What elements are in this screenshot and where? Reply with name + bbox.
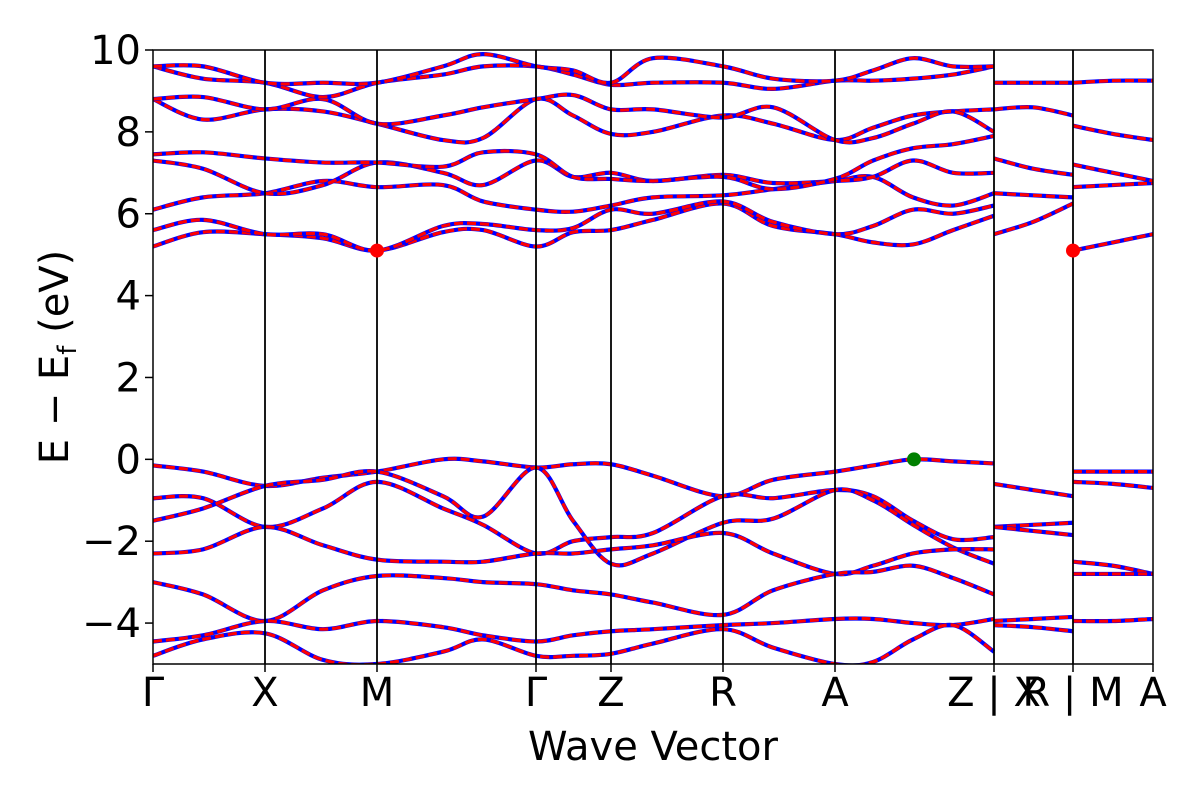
band-line-red-23	[993, 156, 1074, 177]
y-axis-title-sub: f	[53, 345, 83, 355]
y-tick-label-3: 2	[116, 355, 141, 401]
y-axis-title-main: E − E	[32, 355, 78, 465]
band-line-red-30	[1072, 617, 1153, 623]
band-line-red-5	[153, 616, 995, 644]
y-tick-label-6: 8	[116, 110, 141, 156]
band-line-red-33	[1072, 163, 1153, 183]
band-line-red-10	[153, 158, 995, 196]
band-line-red-19	[993, 615, 1074, 623]
y-tick-label-4: 4	[116, 274, 141, 320]
band-line-red-27	[1072, 480, 1153, 490]
extrema-markers	[370, 243, 1080, 467]
band-line-red-31	[1072, 232, 1153, 253]
y-axis-title: E − Ef (eV)	[32, 250, 83, 465]
high-symmetry-lines	[264, 50, 1074, 664]
band-line-red-8	[153, 199, 995, 253]
x-tick-label-8: R | M	[1022, 670, 1123, 716]
x-tick-label-9: A	[1139, 670, 1167, 716]
y-tick-label-1: −2	[82, 519, 141, 565]
band-line-red-22	[993, 191, 1074, 199]
y-tick-label-2: 0	[116, 437, 141, 483]
band-line-red-35	[1072, 78, 1153, 85]
band-line-red-13	[153, 93, 995, 144]
x-tick-label-4: Z	[597, 670, 624, 716]
band-line-red-6	[153, 623, 995, 664]
x-axis-ticks: Γ X M Γ Z R A Z | XR | M A	[142, 664, 1167, 716]
y-axis-ticks: −4 −2 0 2 4 6 8 10	[82, 28, 153, 647]
band-line-red-15	[153, 52, 995, 86]
band-line-red-34	[1072, 124, 1153, 142]
band-line-red-11	[153, 134, 995, 191]
band-line-red-18	[993, 525, 1074, 537]
band-line-red-7	[153, 201, 995, 253]
y-axis-title-unit: (eV)	[32, 250, 78, 346]
band-line-red-24	[993, 105, 1074, 118]
x-axis-title: Wave Vector	[528, 724, 779, 770]
band-line-red-20	[993, 623, 1074, 633]
x-tick-label-0: Γ	[142, 670, 165, 716]
y-tick-label-5: 6	[116, 192, 141, 238]
x-tick-label-6: A	[821, 670, 849, 716]
x-tick-label-5: R	[709, 670, 737, 716]
plot-background	[153, 50, 1153, 664]
band-line-red-12	[153, 96, 995, 145]
band-line-red-32	[1072, 181, 1153, 189]
band-line-red-4	[153, 564, 995, 623]
x-tick-label-1: X	[251, 670, 278, 716]
band-line-red-21	[993, 202, 1074, 236]
extremum-marker-0	[370, 243, 384, 258]
x-tick-label-3: Γ	[525, 670, 548, 716]
plot-frame	[152, 49, 1154, 665]
band-line-red-2	[153, 465, 995, 567]
y-tick-label-0: −4	[82, 601, 141, 647]
x-tick-label-7: Z | X	[947, 670, 1041, 716]
x-tick-label-2: M	[360, 670, 395, 716]
extremum-marker-1	[1066, 243, 1080, 258]
extremum-marker-2	[907, 452, 921, 467]
bands-layer	[153, 51, 1153, 664]
band-line-red-16	[993, 482, 1074, 498]
band-line-red-3	[153, 525, 995, 576]
y-tick-label-7: 10	[90, 28, 141, 74]
